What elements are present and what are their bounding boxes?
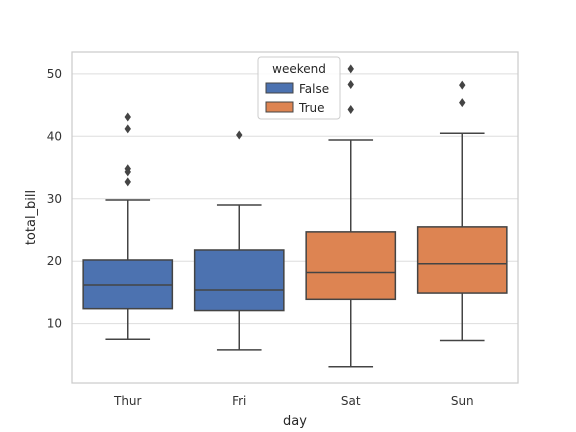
outlier-point [459, 80, 466, 90]
x-tick-label: Sun [451, 394, 474, 408]
box-sun [416, 80, 508, 342]
y-tick-label: 40 [47, 129, 62, 143]
legend-swatch [265, 101, 294, 113]
outlier-point [124, 124, 131, 134]
legend-swatch [265, 82, 294, 94]
y-tick-label: 20 [47, 254, 62, 268]
outlier-point [124, 164, 131, 174]
x-tick-label: Sat [341, 394, 361, 408]
box-thur [82, 112, 174, 341]
outlier-point [236, 130, 243, 140]
x-axis-label: day [283, 414, 307, 429]
box-series [82, 64, 508, 368]
plot-frame [71, 51, 519, 384]
legend: weekend False True [257, 56, 341, 120]
outlier-point [124, 177, 131, 187]
outlier-point [124, 112, 131, 122]
x-tick-label: Fri [232, 394, 246, 408]
y-tick-label: 30 [47, 192, 62, 206]
iqr-box [416, 226, 508, 294]
outlier-point [459, 98, 466, 108]
legend-entries: False True [265, 82, 329, 115]
outlier-point [347, 79, 354, 89]
legend-label: True [298, 101, 325, 115]
outlier-point [347, 104, 354, 114]
y-axis-label: total_bill [24, 190, 39, 245]
tick-labels: 10 20 30 40 50 Thur Fri Sat Sun [47, 67, 474, 408]
iqr-box [305, 231, 397, 301]
legend-label: False [299, 82, 329, 96]
y-tick-label: 50 [47, 67, 62, 81]
box-sat [305, 64, 397, 368]
outlier-point [347, 64, 354, 74]
x-tick-label: Thur [113, 394, 142, 408]
legend-title: weekend [272, 62, 326, 76]
box-fri [193, 130, 285, 351]
iqr-box [193, 249, 285, 312]
y-tick-label: 10 [47, 317, 62, 331]
